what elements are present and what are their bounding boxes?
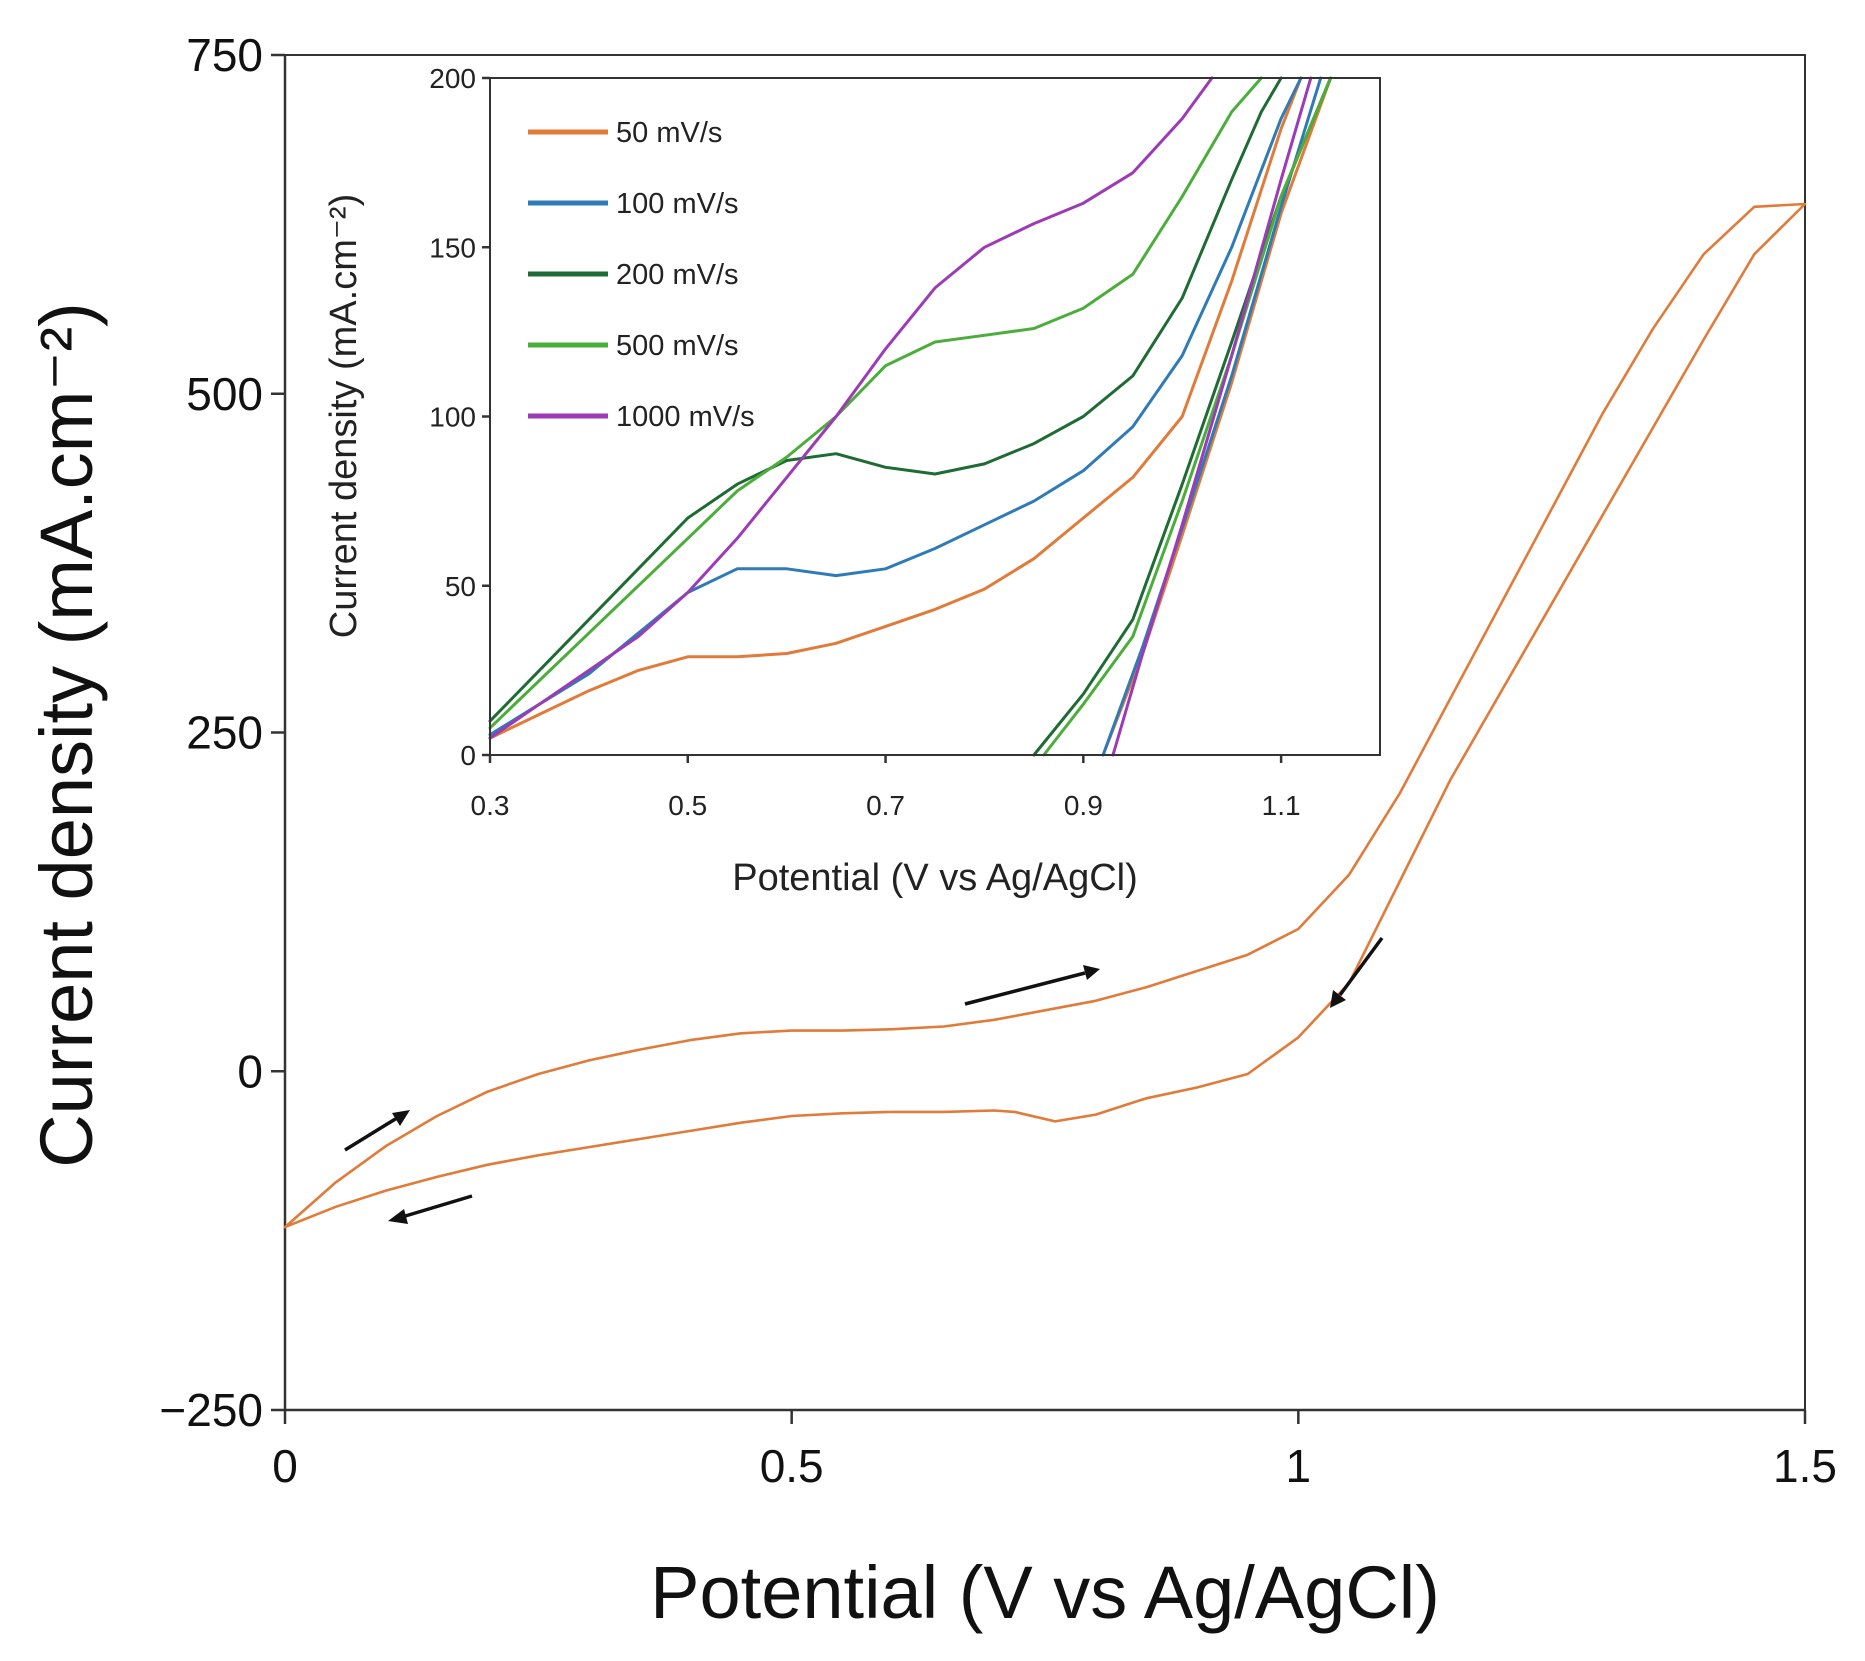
inset-series-500-mv-s-forward (488, 76, 1263, 730)
scan-arrow-forward-low (344, 1110, 410, 1152)
inset-x-tick-labels: 0.3 0.5 0.7 0.9 1.1 (471, 790, 1301, 821)
main-y-tick-labels: −250 0 250 500 750 (159, 29, 263, 1436)
inset-series-50-mv-s-return (1101, 76, 1333, 757)
main-y-axis-title: Current density (mA.cm⁻²) (25, 302, 108, 1168)
main-ticks (271, 53, 1807, 1424)
main-y-tick-label: −250 (159, 1384, 263, 1436)
main-x-tick-label: 0 (272, 1440, 298, 1492)
inset-chart: 0.3 0.5 0.7 0.9 1.1 0 50 100 150 200 50 mV/s 100 … (323, 63, 1381, 899)
inset-y-tick-label: 100 (429, 402, 476, 433)
inset-background (490, 78, 1380, 755)
inset-series-100-mv-s-forward (488, 76, 1303, 737)
main-y-tick-label: 500 (186, 368, 263, 420)
main-y-tick-label: 750 (186, 29, 263, 81)
scan-arrow-reverse-low (388, 1194, 473, 1224)
scan-arrow-forward-mid (964, 965, 1100, 1006)
main-x-axis-title: Potential (V vs Ag/AgCl) (650, 1551, 1440, 1634)
inset-x-tick-label: 0.7 (866, 790, 905, 821)
inset-y-tick-labels: 0 50 100 150 200 (429, 63, 476, 771)
inset-series-100-mv-s-return (1101, 76, 1323, 757)
scan-arrow-reverse-high (1330, 936, 1384, 1008)
legend-label-50-mv-s: 50 mV/s (616, 117, 722, 149)
inset-ticks (482, 76, 1283, 763)
inset-series-50-mv-s-forward (488, 76, 1303, 740)
main-series (283, 202, 1807, 1229)
legend-label-100-mv-s: 100 mV/s (616, 188, 739, 220)
inset-x-tick-label: 0.9 (1064, 790, 1103, 821)
main-series-50-mv-s-line (283, 202, 1807, 1229)
main-x-tick-labels: 0 0.5 1 1.5 (272, 1440, 1837, 1492)
inset-y-tick-label: 50 (445, 571, 476, 602)
legend-label-500-mv-s: 500 mV/s (616, 330, 739, 362)
inset-x-axis-title: Potential (V vs Ag/AgCl) (732, 857, 1138, 899)
main-x-tick-label: 0.5 (760, 1440, 824, 1492)
inset-x-tick-label: 1.1 (1262, 790, 1301, 821)
main-x-tick-label: 1 (1286, 1440, 1312, 1492)
inset-series-500-mv-s-return (1042, 76, 1333, 757)
main-y-tick-label: 250 (186, 707, 263, 759)
inset-x-tick-label: 0.3 (471, 790, 510, 821)
inset-series-200-mv-s-forward (488, 76, 1283, 723)
inset-y-axis-title: Current density (mA.cm⁻²) (323, 194, 365, 638)
main-y-tick-label: 0 (237, 1045, 263, 1097)
inset-y-tick-label: 150 (429, 232, 476, 263)
inset-series (488, 76, 1333, 757)
inset-x-tick-label: 0.5 (668, 790, 707, 821)
inset-legend: 50 mV/s 100 mV/s 200 mV/s 500 mV/s 1000 mV/s (528, 117, 755, 433)
inset-series-1000-mv-s-return (1111, 76, 1313, 757)
inset-y-tick-label: 0 (460, 740, 476, 771)
inset-y-tick-label: 200 (429, 63, 476, 94)
legend-label-200-mv-s: 200 mV/s (616, 259, 739, 291)
main-x-tick-label: 1.5 (1773, 1440, 1837, 1492)
legend-label-1000-mv-s: 1000 mV/s (616, 401, 755, 433)
inset-series-1000-mv-s-forward (488, 76, 1214, 740)
